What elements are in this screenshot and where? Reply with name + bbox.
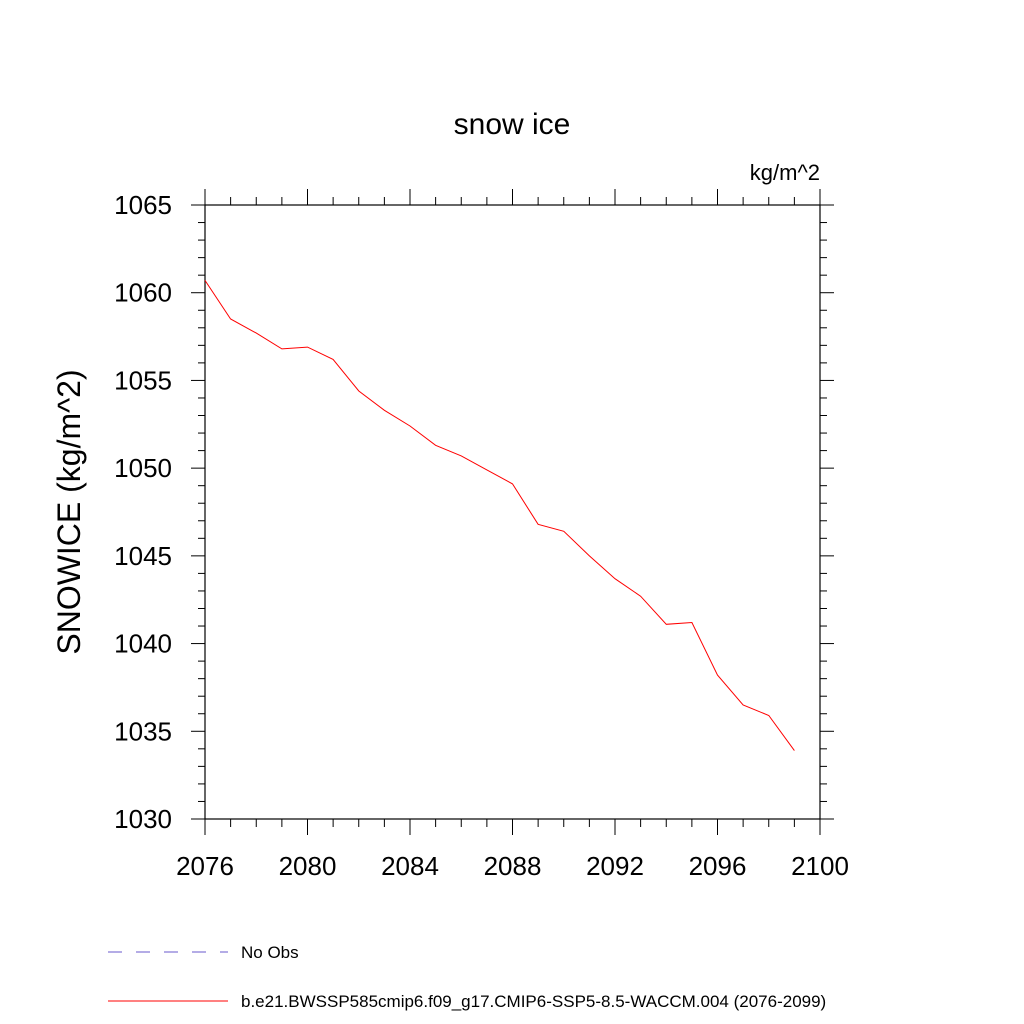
legend-label-no-obs: No Obs xyxy=(241,943,299,962)
x-tick-label: 2076 xyxy=(176,851,234,881)
y-tick-label: 1030 xyxy=(114,804,172,834)
legend: No Obs b.e21.BWSSP585cmip6.f09_g17.CMIP6… xyxy=(108,943,826,1011)
y-tick-label: 1045 xyxy=(114,541,172,571)
series-layer xyxy=(204,280,795,751)
x-tick-label: 2088 xyxy=(484,851,542,881)
y-tick-label: 1055 xyxy=(114,365,172,395)
x-tick-label: 2084 xyxy=(381,851,439,881)
y-axis-label: SNOWICE (kg/m^2) xyxy=(51,369,87,654)
x-tick-label: 2092 xyxy=(586,851,644,881)
plot-frame xyxy=(204,204,821,820)
legend-label-series: b.e21.BWSSP585cmip6.f09_g17.CMIP6-SSP5-8… xyxy=(241,992,826,1011)
y-tick-label: 1035 xyxy=(114,716,172,746)
y-tick-label: 1050 xyxy=(114,453,172,483)
chart-title: snow ice xyxy=(454,108,571,141)
units-label: kg/m^2 xyxy=(750,160,820,185)
ticks-layer: 2076 2080 2084 2088 2092 2096 2100 1030 1035 1040… xyxy=(114,189,849,881)
series-line xyxy=(204,280,795,751)
y-tick-label: 1065 xyxy=(114,190,172,220)
x-tick-label: 2096 xyxy=(689,851,747,881)
x-tick-label: 2100 xyxy=(791,851,849,881)
y-tick-label: 1060 xyxy=(114,278,172,308)
y-tick-label: 1040 xyxy=(114,629,172,659)
x-tick-label: 2080 xyxy=(279,851,337,881)
